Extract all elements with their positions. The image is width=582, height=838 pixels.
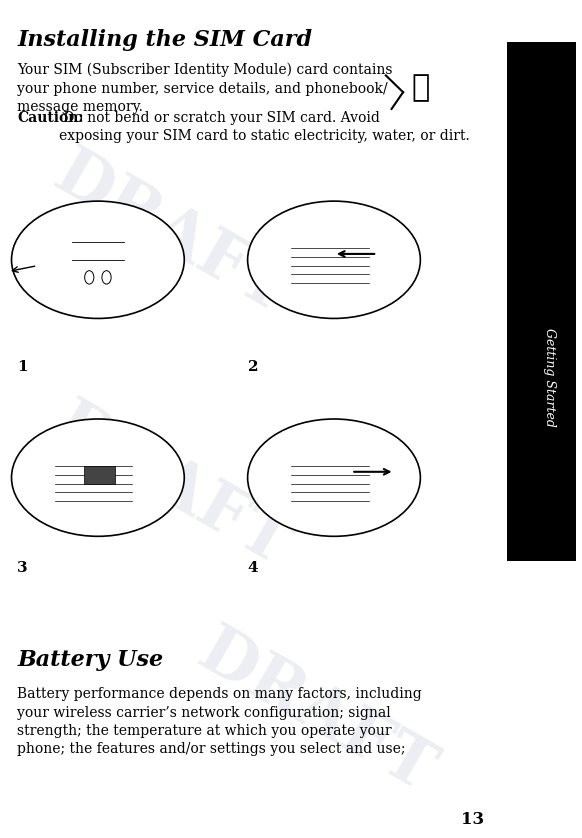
- Text: 3: 3: [17, 561, 28, 576]
- Bar: [84, 466, 115, 484]
- Text: 13: 13: [460, 811, 484, 828]
- Text: 2: 2: [247, 360, 258, 375]
- Text: DRAFT: DRAFT: [187, 618, 446, 806]
- Text: Caution:: Caution:: [17, 111, 84, 125]
- Text: Your SIM (Subscriber Identity Module) card contains
your phone number, service d: Your SIM (Subscriber Identity Module) ca…: [17, 63, 393, 114]
- Text: 📱: 📱: [411, 74, 430, 102]
- Text: Getting Started: Getting Started: [544, 328, 556, 427]
- FancyBboxPatch shape: [507, 42, 576, 561]
- Ellipse shape: [247, 201, 420, 318]
- Text: Battery performance depends on many factors, including
your wireless carrier’s n: Battery performance depends on many fact…: [17, 687, 422, 757]
- Text: Installing the SIM Card: Installing the SIM Card: [17, 29, 313, 51]
- Text: DRAFT: DRAFT: [43, 141, 302, 328]
- Ellipse shape: [247, 419, 420, 536]
- Text: Do not bend or scratch your SIM card. Avoid
exposing your SIM card to static ele: Do not bend or scratch your SIM card. Av…: [59, 111, 470, 143]
- Text: 4: 4: [247, 561, 258, 576]
- Text: DRAFT: DRAFT: [43, 392, 302, 580]
- Ellipse shape: [12, 201, 184, 318]
- Ellipse shape: [12, 419, 184, 536]
- Text: Battery Use: Battery Use: [17, 649, 164, 671]
- Text: 1: 1: [17, 360, 28, 375]
